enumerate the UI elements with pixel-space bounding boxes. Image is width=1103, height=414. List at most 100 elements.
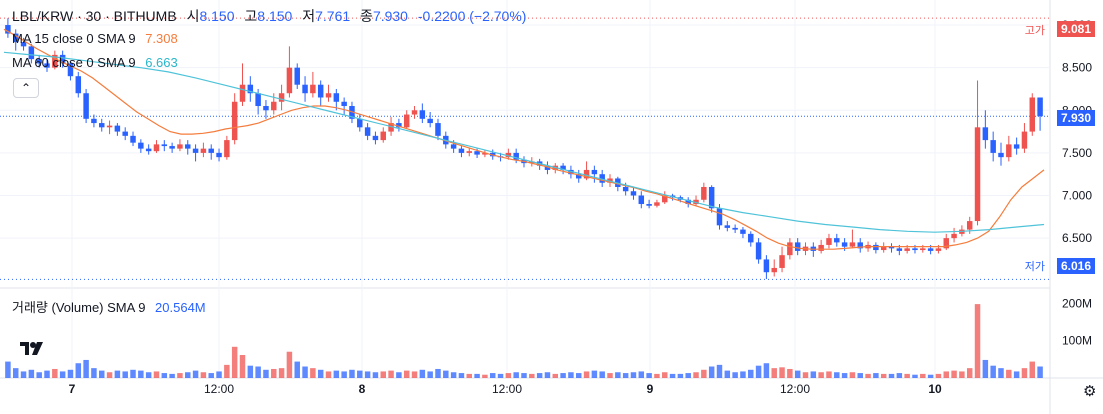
candle-body [505, 152, 512, 158]
candle-body [138, 142, 144, 149]
volume-bar [802, 372, 809, 378]
candle-body [732, 227, 738, 230]
volume-bar [28, 369, 35, 378]
candle-body [161, 144, 168, 147]
ma60-label: MA 60 close 0 SMA 9 [12, 55, 136, 70]
volume-bar [12, 368, 19, 378]
candle-body [372, 135, 379, 141]
candle-body [341, 101, 347, 107]
volume-bar [755, 365, 762, 378]
volume-bar [615, 372, 621, 378]
candle-body [231, 101, 238, 141]
candle-body [904, 248, 910, 251]
volume-bar [654, 373, 660, 378]
candle-body [529, 161, 535, 164]
candle-body [435, 123, 441, 136]
volume-bar [122, 371, 128, 378]
high-label: 고 [244, 8, 258, 24]
candle-body [192, 148, 199, 153]
low-price-tag: 6.016 [1056, 258, 1095, 274]
candle-body [474, 151, 480, 155]
chart-header: LBL/KRW · 30 · BITHUMB 시8.150 고8.150 저7.… [12, 6, 526, 26]
volume-bar [411, 371, 418, 378]
volume-bar [20, 371, 27, 378]
volume-bar [419, 369, 426, 378]
volume-bar [865, 373, 871, 378]
candle-body [1021, 131, 1028, 149]
candle-body [44, 63, 50, 68]
candle-body [794, 242, 801, 251]
volume-bar [1013, 371, 1020, 378]
candle-body [841, 242, 848, 247]
x-tick-label: 12:00 [204, 382, 234, 396]
candle-body [364, 127, 371, 136]
volume-bar [106, 372, 113, 378]
candle-body [787, 242, 793, 256]
volume-bar [1006, 369, 1012, 378]
collapse-legend-button[interactable]: ⌃ [13, 78, 39, 98]
volume-bar [357, 370, 363, 378]
volume-bar [708, 366, 715, 378]
candle-body [239, 84, 246, 102]
candle-body [106, 125, 113, 128]
candle-body [638, 195, 645, 205]
ma60-line [3, 51, 1045, 233]
volume-bar [435, 368, 441, 378]
candle-body [388, 123, 394, 132]
y-tick-label: 8.500 [1062, 61, 1092, 75]
volume-legend[interactable]: 거래량 (Volume) SMA 9 20.564M [12, 297, 206, 316]
candle-body [466, 151, 472, 153]
volume-bar [482, 374, 488, 378]
candle-body [36, 59, 42, 64]
settings-gear-icon[interactable]: ⚙ [1083, 383, 1097, 400]
volume-bar [849, 372, 856, 378]
candle-body [28, 46, 35, 60]
candle-body [716, 208, 723, 226]
candle-body [75, 76, 82, 94]
volume-bar [591, 370, 598, 378]
candle-body [740, 229, 746, 234]
candle-body [630, 191, 637, 196]
volume-bar [317, 369, 324, 378]
open-value: 8.150 [199, 8, 235, 24]
candle-body [59, 54, 66, 64]
candle-body [1037, 97, 1043, 117]
candle-body [357, 118, 363, 128]
candle-body [982, 127, 989, 141]
volume-bar [255, 366, 261, 378]
candle-body [834, 238, 840, 243]
candle-body [458, 148, 465, 153]
volume-bar [959, 371, 965, 378]
volume-bar [693, 372, 699, 378]
volume-bar [857, 373, 863, 378]
candle-body [114, 125, 121, 132]
y-tick-label: 6.500 [1062, 231, 1092, 245]
candle-body [708, 186, 715, 209]
tradingview-logo-icon[interactable] [18, 338, 46, 358]
candle-body [654, 202, 660, 206]
volume-bar [443, 370, 449, 378]
candle-body [974, 127, 981, 222]
candle-body [912, 248, 918, 251]
volume-bar [372, 372, 379, 378]
volume-bar [474, 373, 480, 378]
candle-body [576, 174, 582, 179]
volume-bar [724, 370, 731, 378]
candle-body [333, 93, 340, 102]
volume-bar [943, 371, 949, 378]
candle-body [873, 244, 879, 251]
candle-body [622, 186, 629, 192]
ma60-legend[interactable]: MA 60 close 0 SMA 9 6.663 [12, 55, 178, 70]
candle-body [216, 152, 222, 158]
volume-bar [834, 372, 840, 378]
volume-bar [497, 373, 504, 378]
candle-body [122, 131, 128, 136]
y-tick-label: 7.000 [1062, 189, 1092, 203]
volume-bar [466, 373, 472, 378]
volume-bar [920, 373, 926, 378]
ma15-legend[interactable]: MA 15 close 0 SMA 9 7.308 [12, 31, 178, 46]
candle-body [966, 221, 973, 230]
volume-bar [638, 371, 645, 378]
volume-bar [325, 371, 332, 378]
